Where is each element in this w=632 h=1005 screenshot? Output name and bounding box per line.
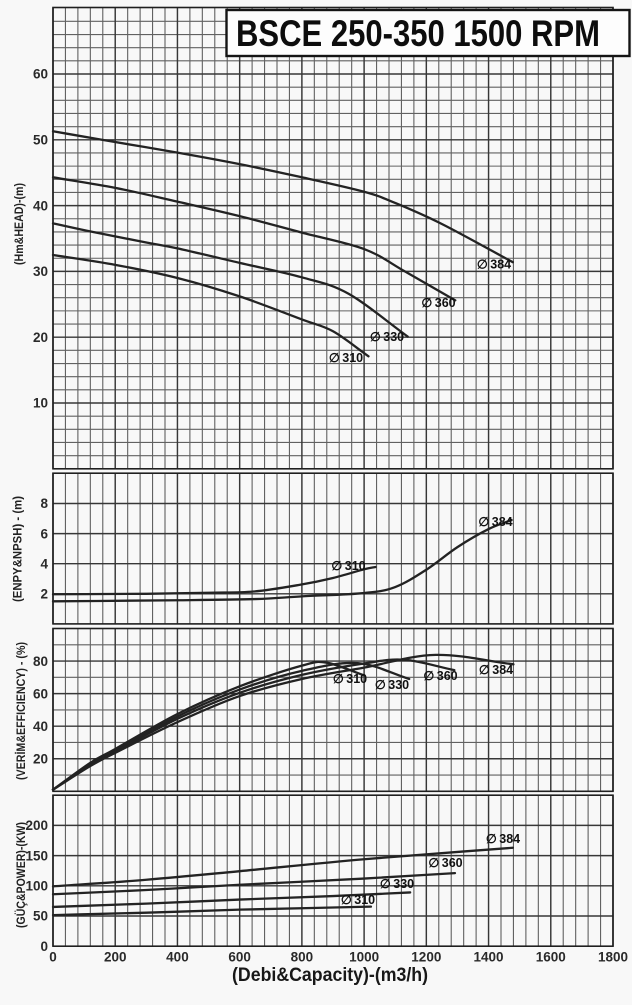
svg-text:0: 0 xyxy=(49,950,57,965)
svg-text:∅ 310: ∅ 310 xyxy=(333,672,367,686)
svg-text:∅ 360: ∅ 360 xyxy=(423,669,457,683)
svg-text:(Debi&Capacity)-(m3/h): (Debi&Capacity)-(m3/h) xyxy=(232,965,428,986)
svg-text:∅ 384: ∅ 384 xyxy=(479,663,513,677)
svg-text:200: 200 xyxy=(25,818,48,833)
svg-text:0: 0 xyxy=(40,939,48,954)
svg-text:∅ 384: ∅ 384 xyxy=(478,515,512,529)
svg-text:(Hm&HEAD)-(m): (Hm&HEAD)-(m) xyxy=(12,183,26,265)
svg-text:10: 10 xyxy=(33,396,48,411)
svg-text:∅ 310: ∅ 310 xyxy=(329,351,363,365)
svg-text:30: 30 xyxy=(33,264,48,279)
svg-text:40: 40 xyxy=(33,198,48,213)
svg-text:∅ 310: ∅ 310 xyxy=(341,893,375,907)
svg-text:∅ 360: ∅ 360 xyxy=(421,296,455,310)
svg-text:60: 60 xyxy=(33,67,48,82)
svg-text:150: 150 xyxy=(25,848,48,863)
svg-text:600: 600 xyxy=(228,950,251,965)
svg-text:4: 4 xyxy=(40,556,48,571)
svg-text:60: 60 xyxy=(33,686,48,701)
svg-text:50: 50 xyxy=(33,133,48,148)
svg-text:∅ 330: ∅ 330 xyxy=(380,877,414,891)
svg-text:∅ 330: ∅ 330 xyxy=(375,678,409,692)
svg-text:50: 50 xyxy=(33,909,48,924)
svg-text:(GÜÇ&POWER)-(KW): (GÜÇ&POWER)-(KW) xyxy=(13,822,28,928)
svg-text:1200: 1200 xyxy=(411,950,441,965)
svg-text:80: 80 xyxy=(33,654,48,669)
svg-text:100: 100 xyxy=(25,879,48,894)
svg-text:1400: 1400 xyxy=(474,950,504,965)
svg-text:∅ 330: ∅ 330 xyxy=(370,330,404,344)
svg-text:BSCE 250-350 1500 RPM: BSCE 250-350 1500 RPM xyxy=(236,13,600,54)
svg-text:∅ 310: ∅ 310 xyxy=(331,559,365,573)
svg-text:(VERİM&EFFICIENCY) - (%): (VERİM&EFFICIENCY) - (%) xyxy=(13,642,28,780)
svg-text:8: 8 xyxy=(40,496,48,511)
svg-text:∅ 384: ∅ 384 xyxy=(477,258,511,272)
svg-text:20: 20 xyxy=(33,330,48,345)
svg-text:(ENPY&NPSH) - (m): (ENPY&NPSH) - (m) xyxy=(11,496,25,602)
svg-text:∅ 384: ∅ 384 xyxy=(486,832,520,846)
svg-text:∅ 360: ∅ 360 xyxy=(428,856,462,870)
svg-text:6: 6 xyxy=(40,526,48,541)
svg-text:400: 400 xyxy=(166,950,189,965)
svg-text:1000: 1000 xyxy=(349,950,379,965)
svg-text:1600: 1600 xyxy=(536,950,566,965)
svg-text:20: 20 xyxy=(33,751,48,766)
svg-text:2: 2 xyxy=(40,587,48,602)
svg-text:40: 40 xyxy=(33,719,48,734)
svg-text:200: 200 xyxy=(104,950,127,965)
svg-text:800: 800 xyxy=(291,950,314,965)
svg-text:1800: 1800 xyxy=(598,950,628,965)
